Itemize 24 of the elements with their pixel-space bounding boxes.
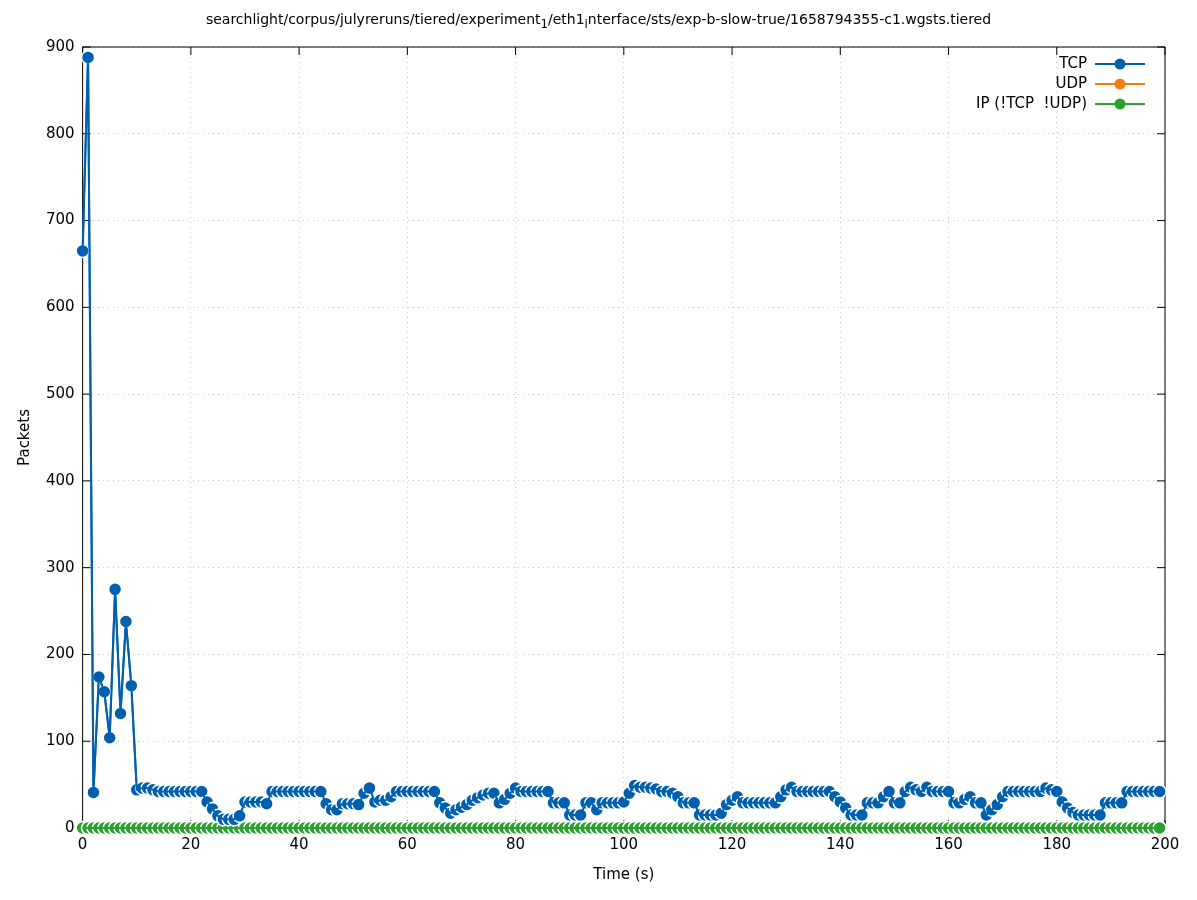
- y-tick-label: 400: [45, 470, 75, 489]
- x-tick-label: 80: [506, 834, 526, 853]
- y-tick-label: 300: [45, 557, 75, 576]
- y-tick-label: 0: [65, 817, 75, 836]
- y-tick-label: 600: [45, 297, 75, 316]
- y-tick-label: 800: [45, 123, 75, 142]
- x-tick-label: 140: [825, 834, 855, 853]
- y-tick-label: 200: [45, 644, 75, 663]
- x-tick-label: 200: [1150, 834, 1180, 853]
- y-tick-label: 500: [45, 384, 75, 402]
- y-tick-label: 900: [45, 36, 75, 55]
- y-tick-label: 700: [45, 210, 75, 229]
- x-axis-title: Time (s): [592, 864, 655, 883]
- x-tick-label: 60: [397, 834, 417, 853]
- x-tick-label: 160: [934, 834, 963, 853]
- x-tick-label: 40: [289, 834, 309, 853]
- x-tick-label: 180: [1042, 834, 1072, 853]
- x-tick-label: 20: [181, 834, 201, 853]
- x-tick-label: 0: [77, 834, 88, 853]
- x-tick-label: 100: [609, 834, 639, 853]
- y-axis-title: Packets: [14, 408, 33, 466]
- y-tick-label: 100: [45, 731, 75, 750]
- chart-title: searchlight/corpus/julyreruns/tiered/experiment$_{1}$/eth1$_{i}$nterface/sts/exp-b-slow-true/1658794355-c1.wgsts.tiered: [204, 10, 993, 31]
- x-tick-label: 120: [717, 834, 747, 853]
